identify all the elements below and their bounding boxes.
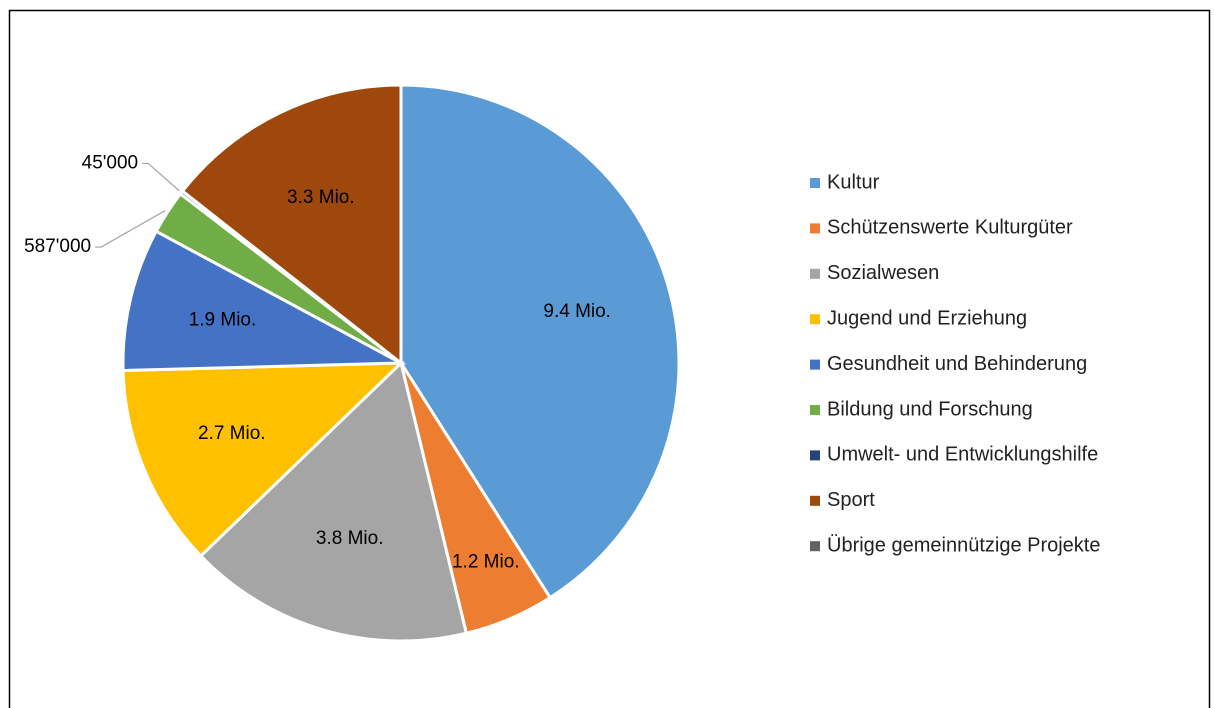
legend-swatch bbox=[810, 541, 820, 552]
legend-label: Kultur bbox=[827, 171, 880, 193]
data-label: 1.9 Mio. bbox=[189, 310, 257, 331]
legend-swatch bbox=[810, 223, 820, 234]
legend-swatch bbox=[810, 359, 820, 370]
pie-slice bbox=[399, 83, 681, 600]
data-label: 587'000 bbox=[24, 236, 91, 257]
legend-label: Übrige gemeinnützige Projekte bbox=[827, 534, 1101, 556]
leader-line bbox=[95, 210, 166, 248]
data-label: 1.2 Mio. bbox=[452, 552, 520, 573]
legend-swatch bbox=[810, 495, 820, 506]
legend-swatch bbox=[810, 268, 820, 279]
legend-label: Sozialwesen bbox=[827, 262, 939, 284]
legend-swatch bbox=[810, 314, 820, 325]
data-label: 9.4 Mio. bbox=[543, 301, 611, 322]
data-label: 3.3 Mio. bbox=[287, 187, 355, 208]
legend-label: Gesundheit und Behinderung bbox=[827, 353, 1087, 375]
legend-swatch bbox=[810, 178, 820, 188]
legend-swatch bbox=[810, 450, 820, 461]
pie-slice bbox=[198, 360, 469, 643]
legend-label: Bildung und Forschung bbox=[827, 398, 1033, 420]
pie-slice bbox=[121, 361, 405, 559]
data-label: 45'000 bbox=[82, 152, 138, 173]
legend-swatch bbox=[810, 405, 820, 415]
pie-slice bbox=[121, 229, 407, 373]
pie-slice bbox=[180, 83, 403, 367]
legend-label: Umwelt- und Entwicklungshilfe bbox=[827, 444, 1098, 466]
leader-line bbox=[142, 162, 180, 192]
data-label: 3.8 Mio. bbox=[316, 528, 384, 549]
legend-label: Schützenswerte Kulturgüter bbox=[827, 217, 1073, 239]
data-label: 2.7 Mio. bbox=[198, 423, 266, 444]
legend-label: Jugend und Erziehung bbox=[827, 307, 1027, 329]
legend-label: Sport bbox=[827, 489, 875, 511]
